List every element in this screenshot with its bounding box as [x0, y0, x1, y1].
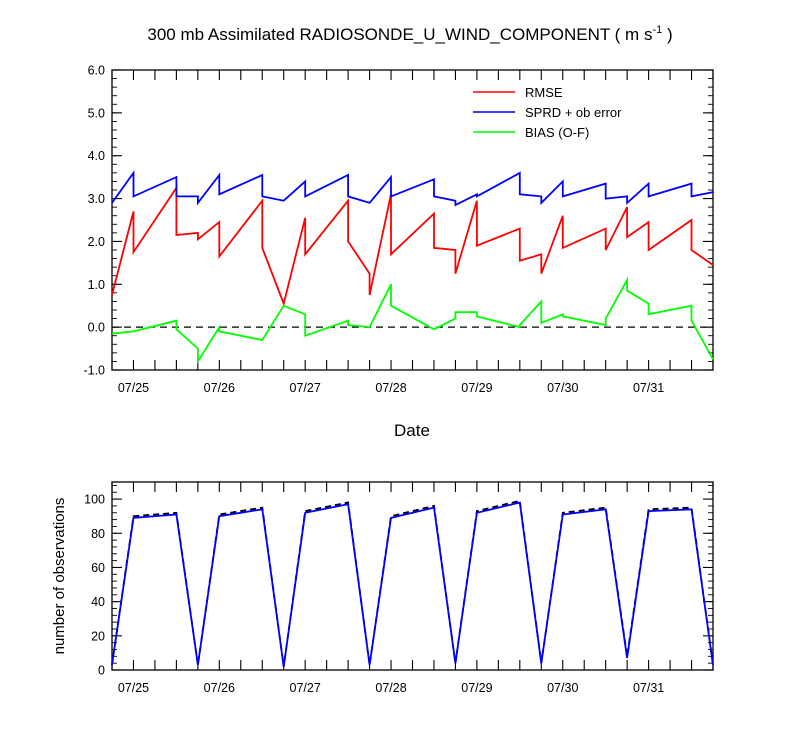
- top-x-tick-label: 07/26: [204, 381, 235, 395]
- bottom-series-assimilated: [111, 501, 714, 667]
- top-x-tick-label: 07/30: [547, 381, 578, 395]
- top-x-tick-label: 07/27: [290, 381, 321, 395]
- top-x-axis-label: Date: [394, 421, 430, 440]
- chart-title: 300 mb Assimilated RADIOSONDE_U_WIND_COM…: [147, 24, 672, 44]
- top-x-tick-label: 07/25: [118, 381, 149, 395]
- bottom-x-tick-label: 07/27: [290, 681, 321, 695]
- top-series-sprd-ob-error: [111, 170, 714, 207]
- bottom-y-tick-label: 20: [91, 629, 105, 643]
- top-x-tick-label: 07/29: [461, 381, 492, 395]
- top-y-tick-label: 6.0: [88, 64, 105, 78]
- chart-title-superscript: -1: [652, 24, 662, 36]
- top-plot-frame: [111, 69, 714, 371]
- bottom-y-tick-label: 60: [91, 561, 105, 575]
- top-series-rmse: [111, 184, 714, 307]
- bottom-plot-frame: [111, 481, 714, 671]
- bottom-y-tick-label: 80: [91, 527, 105, 541]
- top-y-tick-label: 0.0: [88, 321, 105, 335]
- chart-title-main: 300 mb Assimilated RADIOSONDE_U_WIND_COM…: [147, 25, 652, 44]
- legend: RMSE SPRD + ob error BIAS (O-F): [473, 85, 622, 140]
- top-y-tick-label: -1.0: [83, 364, 105, 378]
- bottom-x-tick-label: 07/26: [204, 681, 235, 695]
- legend-label-sprd: SPRD + ob error: [525, 105, 622, 120]
- top-y-tick-label: 4.0: [88, 149, 105, 163]
- bottom-y-tick-label: 0: [98, 664, 105, 678]
- bottom-y-axis-label: number of observations: [51, 498, 68, 655]
- bottom-x-tick-label: 07/25: [118, 681, 149, 695]
- bottom-y-tick-label: 40: [91, 595, 105, 609]
- bottom-chart: 0 20 40 60 80 100 07/25 07/26 07/27 07/28 07/29 07/…: [84, 481, 714, 695]
- top-y-tick-label: 3.0: [88, 192, 105, 206]
- bottom-x-tick-label: 07/29: [461, 681, 492, 695]
- top-series-bias-o-f: [111, 276, 714, 365]
- bottom-x-tick-label: 07/28: [375, 681, 406, 695]
- bottom-x-tick-label: 07/30: [547, 681, 578, 695]
- top-x-tick-label: 07/31: [633, 381, 664, 395]
- bottom-y-tick-label: 100: [84, 493, 105, 507]
- bottom-series-possible: [111, 499, 714, 667]
- bottom-x-tick-label: 07/31: [633, 681, 664, 695]
- top-y-tick-label: 1.0: [88, 278, 105, 292]
- top-chart: -1.0 0.0 1.0 2.0 3.0 4.0 5.0 6.0 07/25 07/26 07/27…: [83, 64, 714, 395]
- top-y-tick-label: 5.0: [88, 106, 105, 120]
- legend-label-rmse: RMSE: [525, 85, 563, 100]
- top-x-tick-label: 07/28: [375, 381, 406, 395]
- chart-title-end: ): [662, 25, 672, 44]
- top-y-tick-label: 2.0: [88, 235, 105, 249]
- legend-label-bias: BIAS (O-F): [525, 125, 589, 140]
